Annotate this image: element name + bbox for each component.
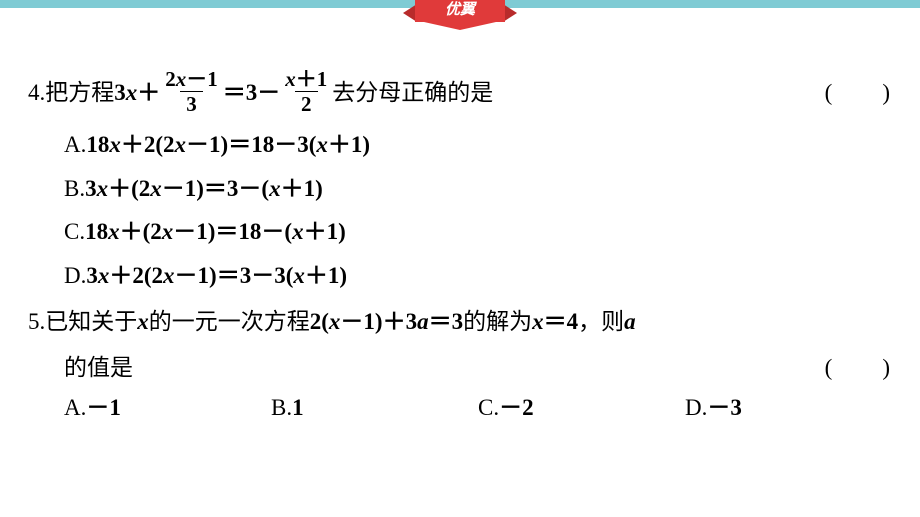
q4-stem-prefix: 把方程 <box>45 73 114 113</box>
q5-option-d: D.－3 <box>685 388 892 428</box>
q4-option-d: D.3x＋2(2x－1)＝3－3(x＋1) <box>64 254 892 298</box>
q4-stem: 把方程 3x＋ 2x－1 3 ＝3－ x＋1 2 去分母正确的是 <box>45 70 493 117</box>
q5-stem-line1: 5. 已知关于 x 的一元一次方程 2(x－1)＋3a＝3 的解为 x＝4 ，则… <box>28 302 892 342</box>
q5-stem-line2: 的值是 () <box>64 348 892 388</box>
paren-right: ) <box>882 80 892 105</box>
q4-stem-line: 4. 把方程 3x＋ 2x－1 3 ＝3－ x＋1 2 去分母正确的是 () <box>28 70 892 117</box>
q5-a-lbl: A. <box>64 395 86 420</box>
q4-frac1-num: 2x－1 <box>162 68 221 91</box>
q5-t1: 已知关于 <box>45 302 137 342</box>
q4-frac1-2: 2 <box>165 67 176 91</box>
q5-t4: ，则 <box>578 302 624 342</box>
q5-options: A.－1 B.1 C.－2 D.－3 <box>64 388 892 428</box>
q4-option-b: B.3x＋(2x－1)＝3－(x＋1) <box>64 167 892 211</box>
q4-frac1: 2x－1 3 <box>162 68 221 115</box>
paren-left2: ( <box>825 355 835 380</box>
q5-b-lbl: B. <box>271 395 292 420</box>
q4-eq-x1: x <box>126 73 138 113</box>
logo-ribbon: 优翼 <box>400 0 520 28</box>
q5-stem: 已知关于 x 的一元一次方程 2(x－1)＋3a＝3 的解为 x＝4 ，则 a <box>45 302 635 342</box>
q5-option-a: A.－1 <box>64 388 271 428</box>
q4-frac2-p1: ＋1 <box>296 67 328 91</box>
q5-option-b: B.1 <box>271 388 478 428</box>
q5-t3: 的解为 <box>463 302 532 342</box>
q4-stem-suffix: 去分母正确的是 <box>332 73 493 113</box>
q4-frac2-num: x＋1 <box>282 68 330 91</box>
q5-line2-text: 的值是 <box>64 348 133 388</box>
q4-frac2-den: 2 <box>295 91 318 115</box>
ribbon-tail-right <box>503 4 517 22</box>
q5-c-lbl: C. <box>478 395 499 420</box>
q5-option-c: C.－2 <box>478 388 685 428</box>
q5-d-lbl: D. <box>685 395 707 420</box>
q4-frac1-den: 3 <box>180 91 203 115</box>
q5-eq: 2(x－1)＋3a＝3 <box>310 302 463 342</box>
q4-frac2-x: x <box>285 67 296 91</box>
q5-b-val: 1 <box>292 395 304 420</box>
q5-d-val: －3 <box>707 395 742 420</box>
paren-right2: ) <box>882 355 892 380</box>
q4-options: A.18x＋2(2x－1)＝18－3(x＋1) B.3x＋(2x－1)＝3－(x… <box>64 123 892 298</box>
q4-eq-3: 3 <box>114 73 126 113</box>
q5-number: 5. <box>28 302 45 342</box>
paren-left: ( <box>825 80 835 105</box>
q5-a: a <box>624 302 636 342</box>
q4-number: 4. <box>28 73 45 113</box>
q5-x: x <box>137 302 149 342</box>
q4-eq-plus: ＋ <box>137 73 160 113</box>
q5-c-val: －2 <box>499 395 534 420</box>
page-content: 4. 把方程 3x＋ 2x－1 3 ＝3－ x＋1 2 去分母正确的是 () A… <box>28 70 892 429</box>
q5-sol: x＝4 <box>532 302 578 342</box>
q5-a-val: －1 <box>86 395 121 420</box>
q5-t2: 的一元一次方程 <box>149 302 310 342</box>
q4-frac1-x: x <box>176 67 187 91</box>
q4-option-c: C.18x＋(2x－1)＝18－(x＋1) <box>64 210 892 254</box>
q4-eq-mid: ＝3－ <box>223 73 281 113</box>
q4-frac2: x＋1 2 <box>282 68 330 115</box>
q5-answer-blank: () <box>825 348 892 388</box>
q4-frac1-m1: －1 <box>186 67 218 91</box>
ribbon-label: 优翼 <box>415 0 505 22</box>
q4-answer-blank: () <box>825 73 892 113</box>
q4-option-a: A.18x＋2(2x－1)＝18－3(x＋1) <box>64 123 892 167</box>
ribbon-point <box>415 20 505 30</box>
